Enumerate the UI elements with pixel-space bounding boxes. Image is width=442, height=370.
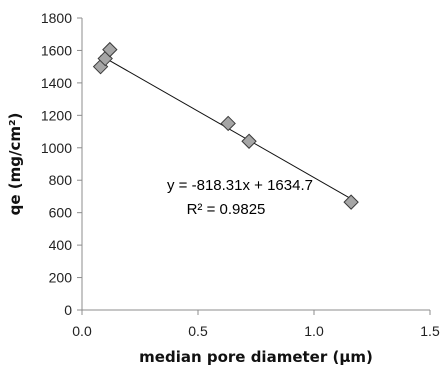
x-ticks-group: 0.0 0.5 1.0 1.5 — [72, 310, 440, 339]
y-tick-label: 1400 — [41, 75, 72, 91]
axes-group: 0.0 0.5 1.0 1.5 0 200 400 600 800 1000 1200 1400 16… — [41, 10, 440, 339]
y-tick-label: 400 — [49, 237, 73, 253]
data-point — [102, 41, 118, 58]
y-tick-label: 1600 — [41, 42, 72, 58]
data-points-group — [92, 41, 359, 210]
trendline-equation-label: y = -818.31x + 1634.7 — [167, 177, 313, 194]
r-squared-label: R² = 0.9825 — [187, 201, 266, 218]
data-point — [343, 194, 359, 210]
y-tick-label: 600 — [49, 205, 73, 221]
y-tick-label: 0 — [64, 302, 72, 318]
y-tick-label: 1200 — [41, 107, 72, 123]
x-tick-label: 1.5 — [420, 323, 440, 339]
data-point — [220, 115, 236, 132]
y-ticks-group: 0 200 400 600 800 1000 1200 1400 1600 1800 — [41, 10, 82, 318]
x-tick-label: 0.0 — [72, 323, 92, 339]
x-tick-label: 0.5 — [188, 323, 208, 339]
y-tick-label: 1800 — [41, 10, 72, 26]
data-point — [241, 133, 257, 149]
y-tick-label: 800 — [49, 172, 73, 188]
y-tick-label: 200 — [49, 270, 73, 286]
x-axis-title: median pore diameter (μm) — [139, 348, 373, 366]
y-axis-title: qe (mg/cm²) — [6, 113, 24, 216]
y-tick-label: 1000 — [41, 140, 72, 156]
x-tick-label: 1.0 — [304, 323, 324, 339]
